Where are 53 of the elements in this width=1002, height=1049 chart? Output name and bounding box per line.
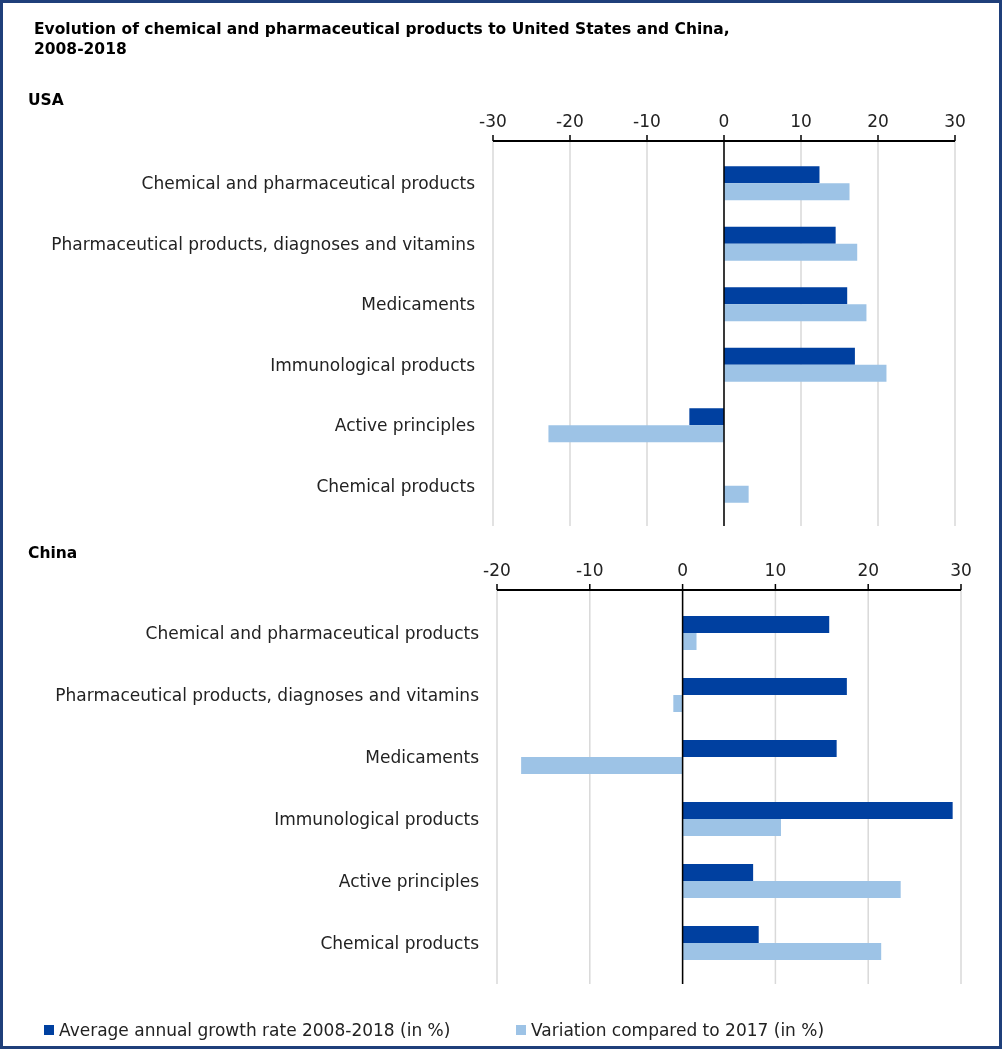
text: USA (28, 91, 64, 109)
x-tick-label: 0 (677, 560, 689, 580)
bar (724, 347, 855, 365)
bar (682, 864, 754, 881)
bar (521, 757, 683, 774)
x-tick-label: -10 (575, 560, 604, 580)
x-tick-label: -20 (556, 111, 584, 131)
y-tick-label: Chemical products (320, 933, 480, 953)
bar (724, 287, 848, 305)
bar (724, 183, 850, 201)
y-tick-label: Immunological products (270, 354, 476, 375)
x-tick-label: -30 (479, 111, 507, 131)
bar (548, 425, 724, 443)
y-tick-label: Chemical products (316, 475, 476, 496)
bar (682, 802, 953, 819)
text: China (28, 544, 78, 562)
x-tick-label: 30 (950, 560, 972, 580)
legend-label: Average annual growth rate 2008-2018 (in %) (59, 1020, 451, 1040)
bar (673, 695, 683, 712)
bar (724, 485, 749, 503)
bar (724, 243, 858, 261)
chart-title: Evolution of chemical and pharmaceutical products to United States and China, 2008-2018 (34, 20, 730, 58)
y-tick-label: Pharmaceutical products, diagnoses and vitamins (51, 233, 476, 254)
x-tick-label: 30 (944, 111, 966, 131)
x-tick-label: -20 (483, 560, 511, 580)
bar (682, 678, 847, 695)
x-tick-label: 10 (790, 111, 812, 131)
bar (682, 740, 837, 757)
bar (682, 616, 830, 633)
y-tick-label: Immunological products (274, 809, 480, 829)
y-tick-label: Chemical and pharmaceutical products (141, 173, 476, 194)
y-tick-label: Chemical and pharmaceutical products (145, 623, 480, 643)
bar (682, 819, 781, 836)
bar (724, 226, 836, 244)
bar (724, 304, 867, 322)
bar (682, 943, 882, 960)
x-tick-label: -10 (633, 111, 661, 131)
bar (724, 364, 887, 382)
bar (689, 408, 724, 426)
x-tick-label: 10 (764, 560, 787, 580)
x-tick-label: 0 (718, 111, 730, 131)
y-tick-label: Active principles (334, 415, 476, 436)
x-tick-label: 20 (857, 560, 880, 580)
y-tick-label: Medicaments (365, 747, 480, 767)
bar (682, 926, 759, 943)
legend-label: Variation compared to 2017 (in %) (531, 1020, 825, 1040)
y-tick-label: Medicaments (361, 294, 476, 315)
bar (682, 881, 901, 898)
y-tick-label: Active principles (338, 871, 480, 891)
y-tick-label: Pharmaceutical products, diagnoses and vitamins (55, 685, 480, 705)
bar (724, 166, 820, 184)
x-tick-label: 20 (867, 111, 889, 131)
bar (682, 633, 697, 650)
